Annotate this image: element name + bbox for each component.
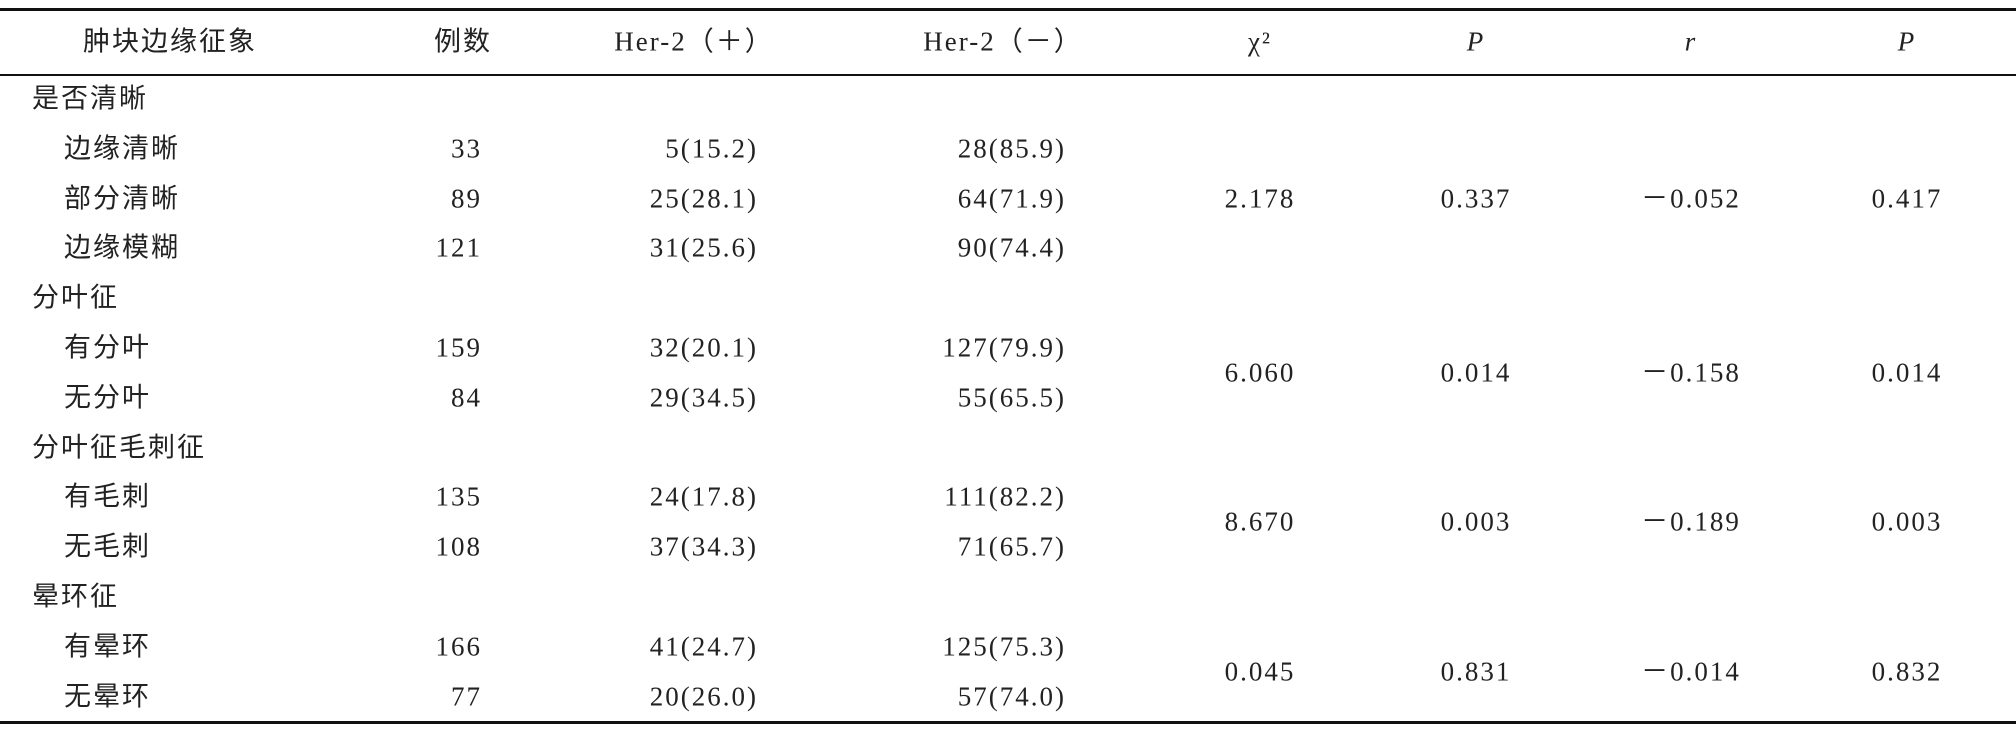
row-label: 有分叶 [64,332,151,363]
header-cell: P [1466,26,1486,57]
data-cell: 41(24.7) [649,631,758,662]
row-label: 有晕环 [64,631,151,662]
row-label: 无晕环 [64,681,151,712]
stat-cell: 0.831 [1440,656,1512,687]
row-label: 无分叶 [64,382,151,413]
row-label: 边缘清晰 [64,133,180,164]
data-cell: 5(15.2) [665,133,758,164]
data-cell: 90(74.4) [957,232,1066,263]
data-cell: 77 [451,681,482,712]
stat-cell: 0.337 [1440,183,1512,214]
stat-cell: 0.003 [1871,506,1943,537]
row-label: 无毛刺 [64,531,151,562]
row-label: 部分清晰 [64,183,180,214]
stat-cell: －0.189 [1641,506,1741,537]
data-cell: 111(82.2) [944,481,1066,512]
data-cell: 89 [451,183,482,214]
row-label: 有毛刺 [64,481,151,512]
data-cell: 24(17.8) [649,481,758,512]
data-cell: 33 [451,133,482,164]
data-cell: 55(65.5) [957,382,1066,413]
data-cell: 57(74.0) [957,681,1066,712]
data-cell: 108 [435,531,482,562]
stat-cell: 2.178 [1224,183,1296,214]
group-title: 是否清晰 [32,83,148,114]
stat-cell: 0.832 [1871,656,1943,687]
data-cell: 28(85.9) [957,133,1066,164]
group-title: 分叶征 [32,282,119,313]
data-cell: 37(34.3) [649,531,758,562]
header-rule [0,74,2016,76]
header-cell: Her-2（－） [923,26,1083,57]
data-cell: 127(79.9) [942,332,1066,363]
data-cell: 121 [435,232,482,263]
data-cell: 20(26.0) [649,681,758,712]
data-cell: 159 [435,332,482,363]
row-label: 边缘模糊 [64,232,180,263]
data-cell: 84 [451,382,482,413]
data-cell: 135 [435,481,482,512]
data-cell: 25(28.1) [649,183,758,214]
header-cell: 例数 [434,26,492,57]
stat-cell: －0.158 [1641,357,1741,388]
stat-cell: －0.014 [1641,656,1741,687]
stat-cell: 6.060 [1224,357,1296,388]
stat-cell: 0.417 [1871,183,1943,214]
group-title: 分叶征毛刺征 [32,432,206,463]
stat-cell: 0.014 [1440,357,1512,388]
data-cell: 29(34.5) [649,382,758,413]
data-cell: 64(71.9) [957,183,1066,214]
stat-cell: 8.670 [1224,506,1296,537]
stat-cell: 0.003 [1440,506,1512,537]
data-cell: 125(75.3) [942,631,1066,662]
stat-cell: 0.045 [1224,656,1296,687]
header-cell: 肿块边缘征象 [83,26,257,57]
stat-cell: 0.014 [1871,357,1943,388]
top-rule [0,8,2016,11]
header-cell: P [1897,26,1917,57]
data-cell: 32(20.1) [649,332,758,363]
group-title: 晕环征 [32,581,119,612]
data-cell: 71(65.7) [957,531,1066,562]
stat-cell: －0.052 [1641,183,1741,214]
header-cell: χ² [1247,26,1273,57]
header-cell: r [1684,26,1698,57]
header-cell: Her-2（＋） [614,26,774,57]
data-cell: 166 [435,631,482,662]
data-cell: 31(25.6) [649,232,758,263]
bottom-rule [0,721,2016,724]
